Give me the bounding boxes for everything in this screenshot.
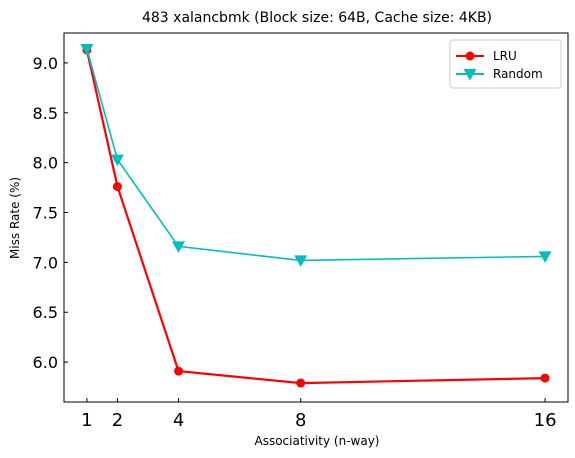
legend-marker-lru <box>465 51 475 61</box>
data-point-lru <box>174 366 184 376</box>
y-tick-label: 7.5 <box>33 204 58 223</box>
legend-label-random: Random <box>493 67 543 81</box>
x-axis-label: Associativity (n-way) <box>254 434 379 448</box>
y-tick-label: 9.0 <box>33 54 58 73</box>
plot-area <box>80 43 552 388</box>
y-tick-label: 8.5 <box>33 104 58 123</box>
data-point-random <box>172 241 186 253</box>
data-point-lru <box>296 378 306 388</box>
plot-frame <box>63 32 569 403</box>
data-point-random <box>110 154 124 167</box>
chart-title: 483 xalancbmk (Block size: 64B, Cache si… <box>142 10 492 26</box>
data-point-random <box>294 255 308 267</box>
y-tick-label: 7.0 <box>33 253 58 272</box>
data-point-lru <box>112 182 122 192</box>
x-tick-label: 4 <box>173 410 184 431</box>
x-tick-label: 8 <box>295 410 306 431</box>
x-tick-label: 1 <box>81 410 92 431</box>
x-tick-label: 2 <box>112 410 123 431</box>
data-point-random <box>80 43 94 56</box>
legend: LRU Random <box>449 39 562 89</box>
legend-label-lru: LRU <box>493 49 517 63</box>
y-tick-label: 6.0 <box>33 353 58 372</box>
data-point-random <box>538 251 552 263</box>
legend-marker-random <box>463 69 477 81</box>
data-point-lru <box>540 373 550 383</box>
y-tick-label: 8.0 <box>33 154 58 173</box>
y-tick-label: 6.5 <box>33 303 58 322</box>
ticks: 6.0 6.5 7.0 7.5 8.0 8.5 9.0 1 2 4 8 16 <box>33 54 557 431</box>
x-tick-label: 16 <box>534 410 557 431</box>
legend-box <box>449 39 562 89</box>
y-axis-label: Miss Rate (%) <box>8 177 22 259</box>
